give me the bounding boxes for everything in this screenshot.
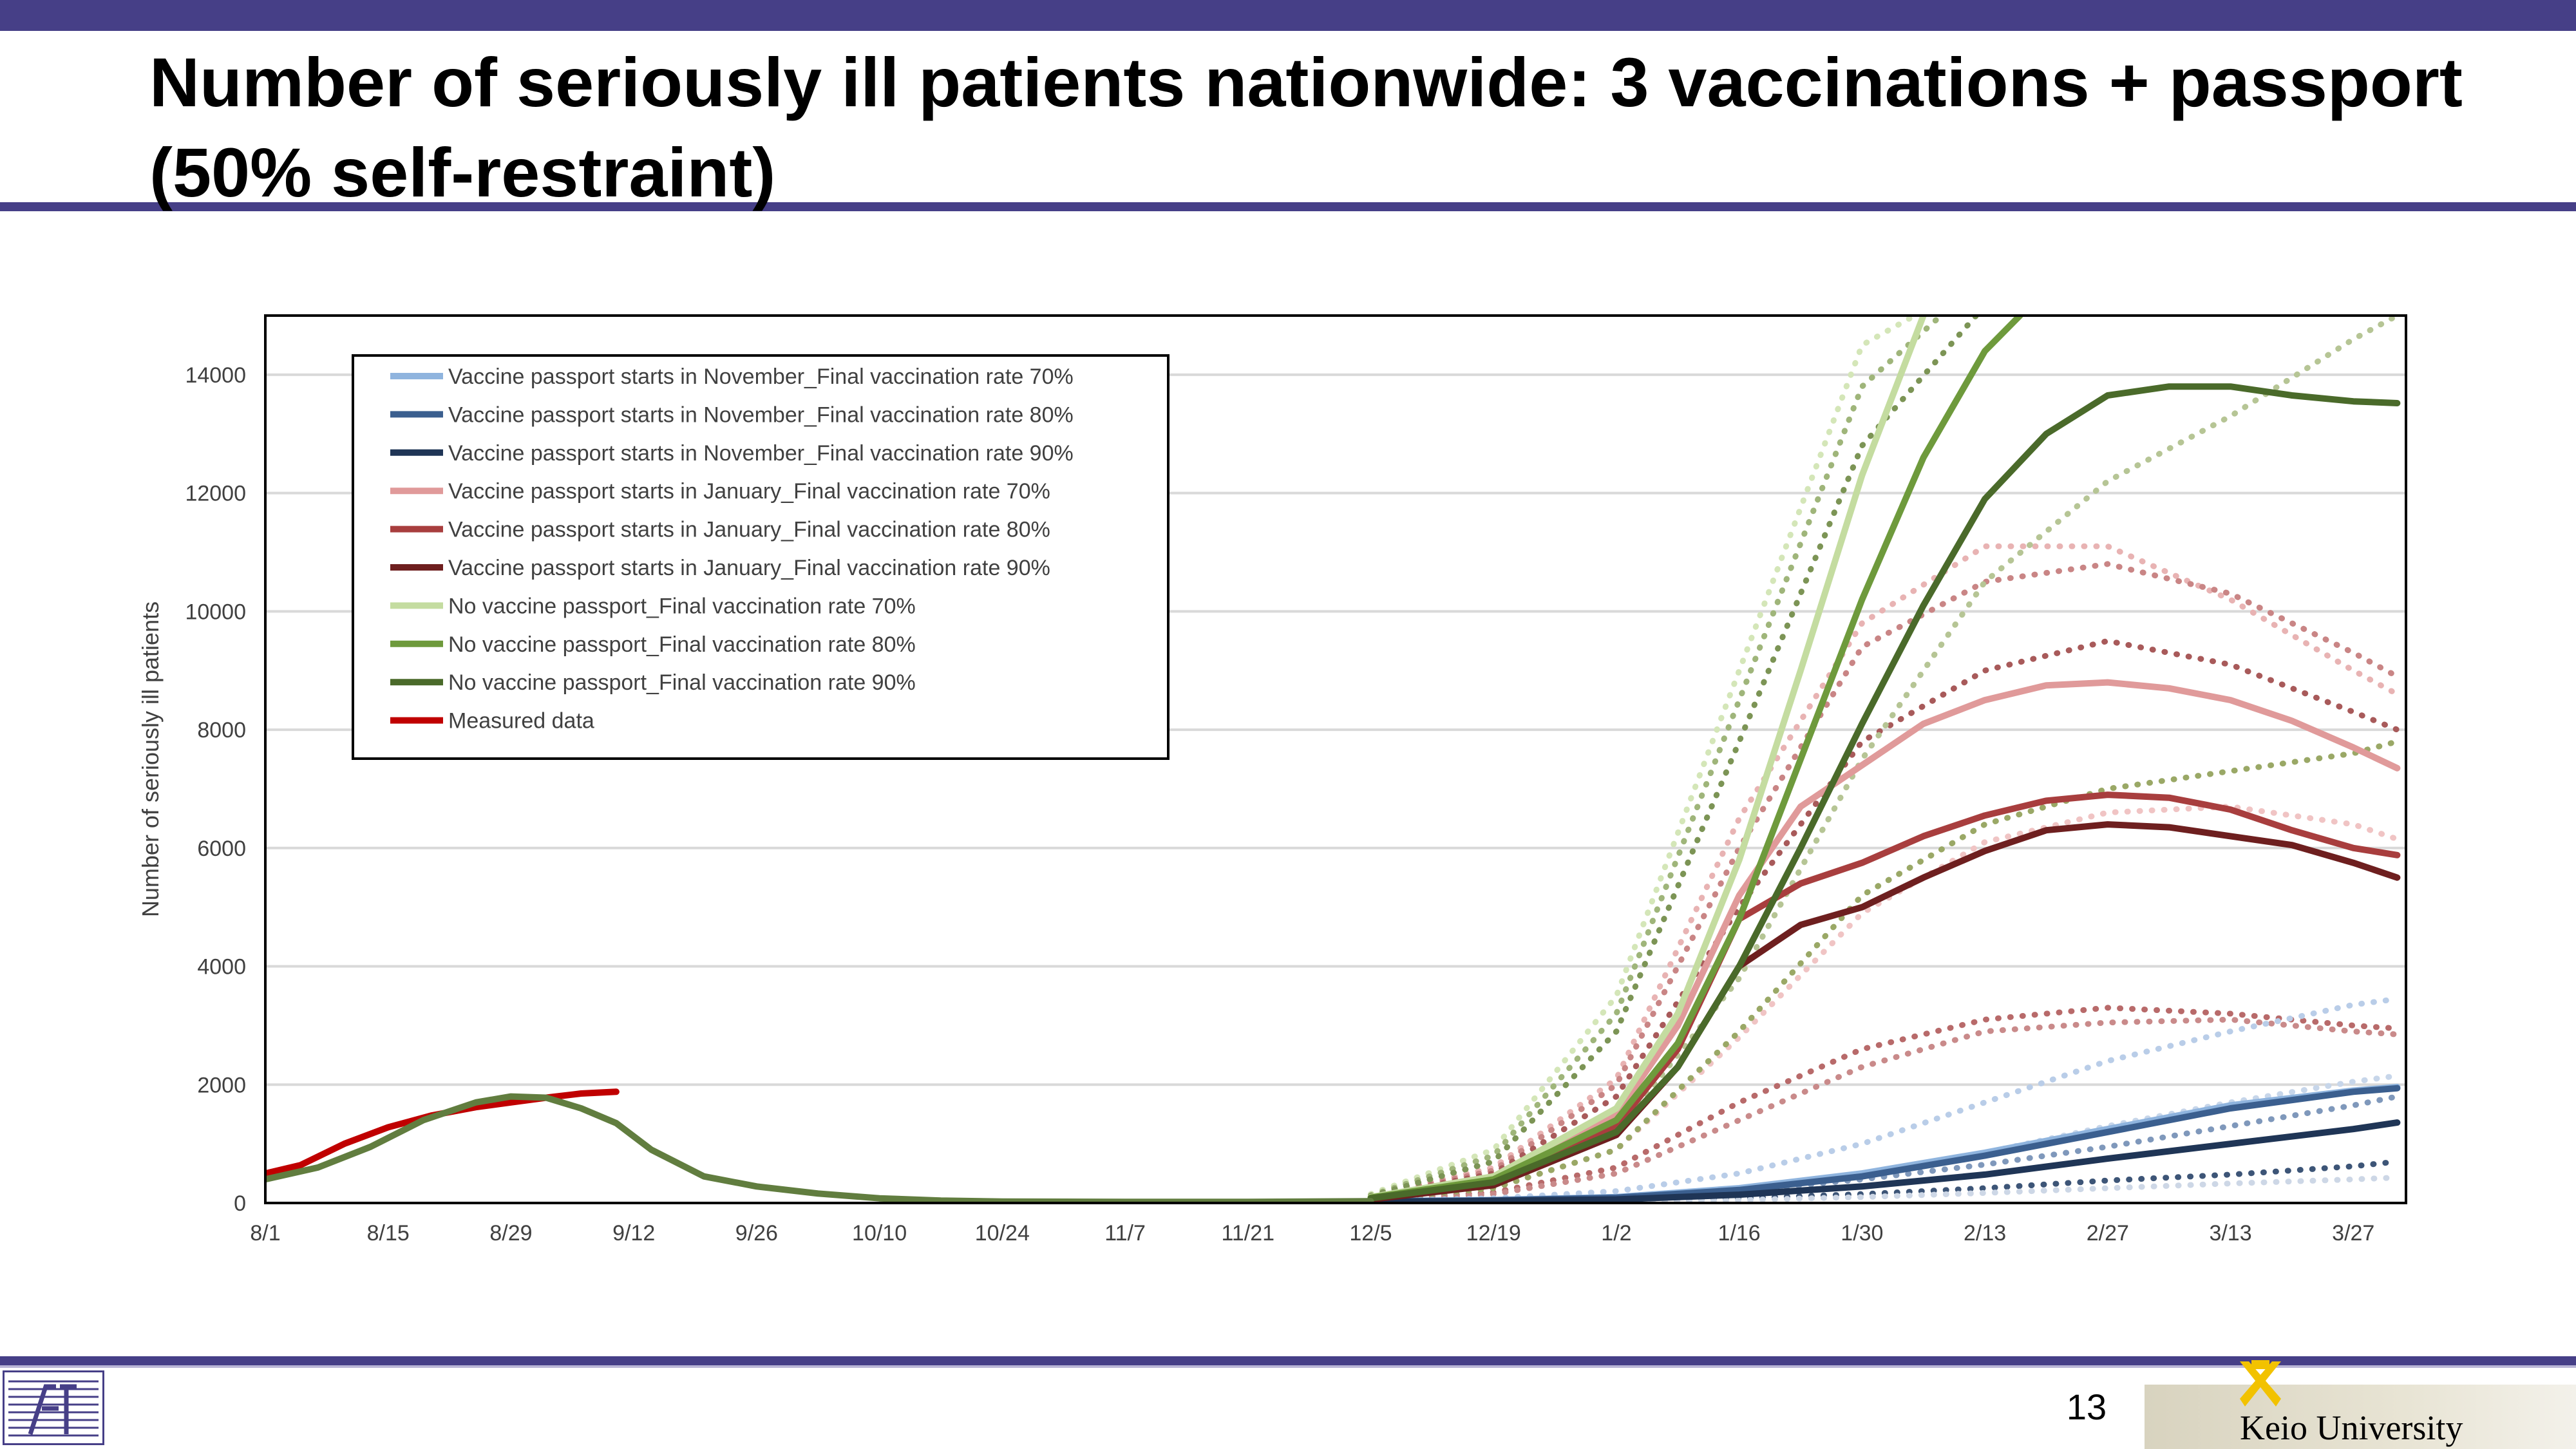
x-tick-label: 2/13 (1964, 1221, 2006, 1245)
x-tick-label: 8/15 (367, 1221, 410, 1245)
y-tick-label: 4000 (197, 955, 246, 980)
y-tick-label: 2000 (197, 1073, 246, 1097)
x-tick-label: 2/27 (2087, 1221, 2129, 1245)
footer-rule-light (0, 1365, 2576, 1368)
x-tick-label: 8/1 (250, 1221, 280, 1245)
x-tick-label: 3/13 (2209, 1221, 2251, 1245)
scenario-dotted-line (1368, 316, 1918, 1197)
footer-rule (0, 1356, 2576, 1365)
legend-label: Measured data (448, 709, 594, 734)
y-tick-label: 6000 (197, 837, 246, 861)
y-axis-label: Number of seriously ill patients (137, 601, 164, 917)
x-tick-label: 10/10 (852, 1221, 907, 1245)
institute-logo (3, 1370, 104, 1445)
series-lines (265, 316, 2401, 1203)
scenario-dotted-line (1368, 316, 1979, 1199)
scenario-dotted-line (1368, 1016, 2400, 1203)
legend-label: Vaccine passport starts in January_Final… (448, 518, 1050, 542)
series-line-8 (1367, 383, 2401, 1202)
x-tick-label: 1/16 (1718, 1221, 1761, 1245)
scenario-dotted-line (1368, 638, 2400, 1200)
scenario-dotted-line (1368, 316, 1944, 1198)
series-line-6 (1367, 316, 1927, 1200)
x-tick-label: 8/29 (489, 1221, 532, 1245)
x-tick-label: 12/19 (1466, 1221, 1521, 1245)
series-line-10 (265, 1093, 1374, 1203)
series-line-4 (1367, 791, 2401, 1202)
scenario-dotted-line (1368, 316, 2400, 1202)
pen-emblem-icon (2240, 1360, 2281, 1406)
scenario-dotted-line (1368, 996, 2400, 1203)
x-tick-label: 11/7 (1104, 1221, 1146, 1245)
x-tick-label: 10/24 (975, 1221, 1030, 1245)
university-name: Keio University (2240, 1408, 2463, 1447)
y-tick-labels: 0 2000 4000 6000 8000 10000 12000 14000 (185, 363, 246, 1216)
y-tick-label: 10000 (185, 600, 246, 624)
plot-frame (264, 314, 2407, 1204)
x-tick-label: 11/21 (1221, 1221, 1274, 1245)
institute-logo-icon (8, 1380, 99, 1437)
legend-label: Vaccine passport starts in January_Final… (448, 556, 1050, 580)
legend-label: Vaccine passport starts in November_Fina… (448, 441, 1074, 466)
x-tick-label: 9/12 (612, 1221, 655, 1245)
legend-label: Vaccine passport starts in November_Fina… (448, 402, 1074, 427)
y-tick-label: 14000 (185, 363, 246, 388)
legend-label: Vaccine passport starts in January_Final… (448, 479, 1050, 504)
legend-label: No vaccine passport_Final vaccination ra… (448, 594, 916, 618)
x-tick-label: 1/30 (1841, 1221, 1883, 1245)
scenario-dotted-line (1368, 561, 2400, 1200)
y-tick-label: 0 (234, 1191, 246, 1216)
x-tick-label: 9/26 (735, 1221, 778, 1245)
legend-label: No vaccine passport_Final vaccination ra… (448, 632, 916, 657)
page-number: 13 (2066, 1387, 2107, 1427)
series-line-2 (1367, 1119, 2401, 1203)
legend-label: No vaccine passport_Final vaccination ra… (448, 670, 916, 695)
y-tick-label: 8000 (197, 718, 246, 743)
top-accent-bar (0, 0, 2576, 31)
x-tick-label: 3/27 (2332, 1221, 2374, 1245)
legend-box (352, 354, 1170, 760)
x-tick-label: 1/2 (1601, 1221, 1631, 1245)
title-underline (0, 202, 2576, 211)
series-line-7 (1367, 316, 2023, 1201)
university-banner (2145, 1385, 2576, 1449)
x-tick-labels: 8/1 8/15 8/29 9/12 9/26 10/10 10/24 11/7 11/21 12… (250, 1221, 2374, 1245)
y-tick-label: 12000 (185, 482, 246, 506)
series-line-3 (1367, 679, 2401, 1202)
x-tick-label: 12/5 (1349, 1221, 1392, 1245)
scenario-dotted-line (1368, 543, 2400, 1199)
legend-label: Vaccine passport starts in November_Fina… (448, 365, 1074, 389)
scenario-dotted-line (1368, 738, 2400, 1202)
slide-title: Number of seriously ill patients nationw… (149, 43, 2463, 211)
legend: Vaccine passport starts in November_Fina… (352, 354, 1170, 760)
